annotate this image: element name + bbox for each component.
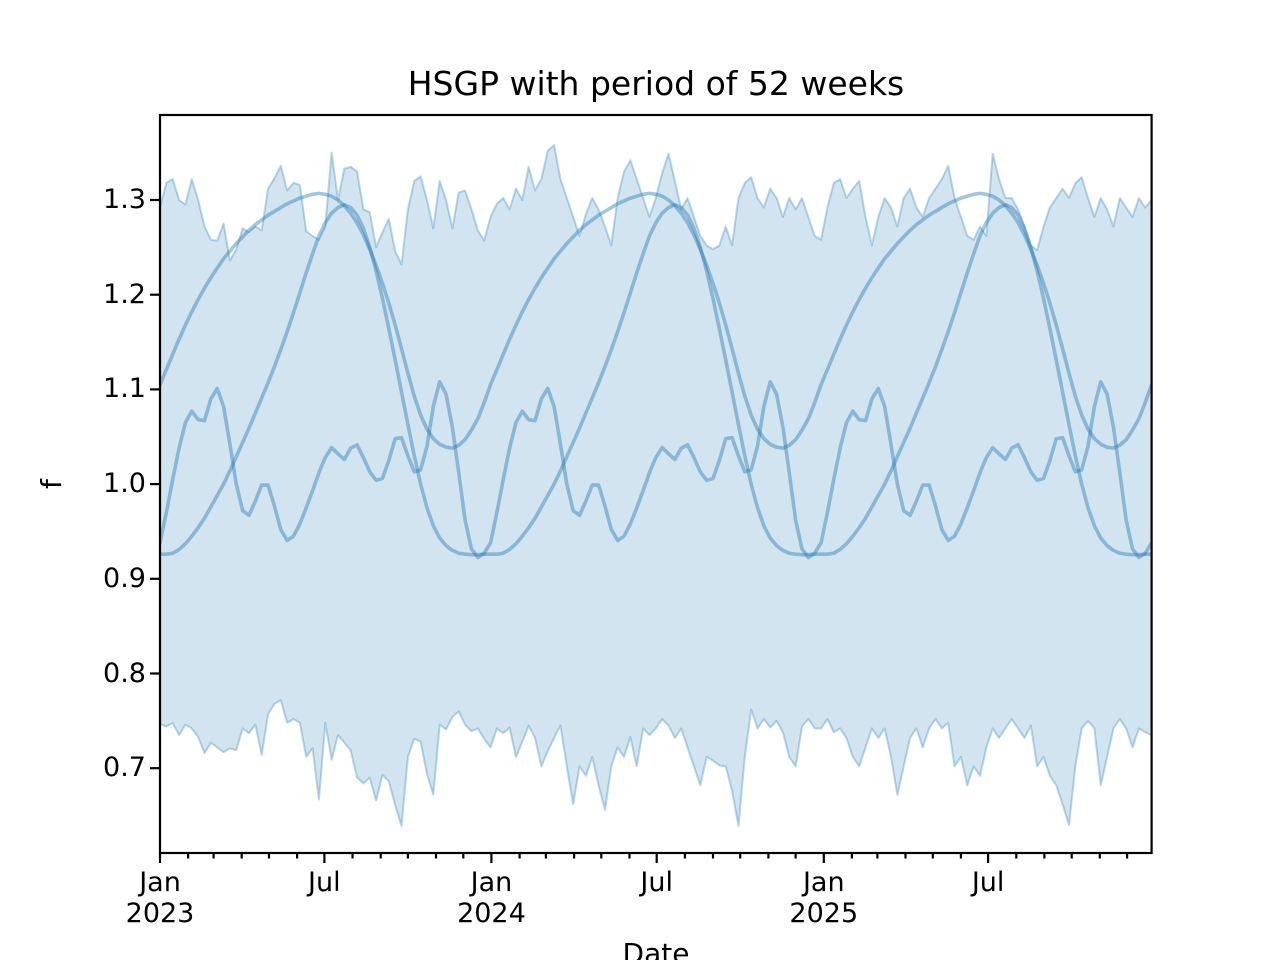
y-tick-label: 1.2 [103, 278, 146, 310]
x-tick-label: Jan 2025 [789, 867, 859, 929]
x-tick-label: Jul [308, 867, 341, 898]
hsgp-sample-3 [160, 380, 1152, 560]
y-tick-label: 0.7 [103, 752, 146, 784]
y-tick-label: 0.9 [103, 562, 146, 594]
y-tick-label: 1.1 [103, 373, 146, 405]
hsgp-sample-2 [160, 202, 1152, 557]
x-tick-label: Jan 2023 [125, 867, 195, 929]
x-axis-label: Date [622, 937, 690, 960]
y-tick-label: 0.8 [103, 657, 146, 689]
axes-spines [158, 113, 1153, 855]
uncertainty-band [160, 144, 1152, 827]
x-tick-label: Jul [971, 867, 1005, 898]
y-tick-label: 1.3 [103, 184, 146, 215]
x-tick-label: Jul [640, 867, 673, 898]
hsgp-sample-1 [160, 191, 1152, 450]
y-tick-label: 1.0 [103, 468, 146, 500]
chart-title: HSGP with period of 52 weeks [407, 64, 905, 103]
x-tick-label: Jan 2024 [457, 867, 526, 929]
